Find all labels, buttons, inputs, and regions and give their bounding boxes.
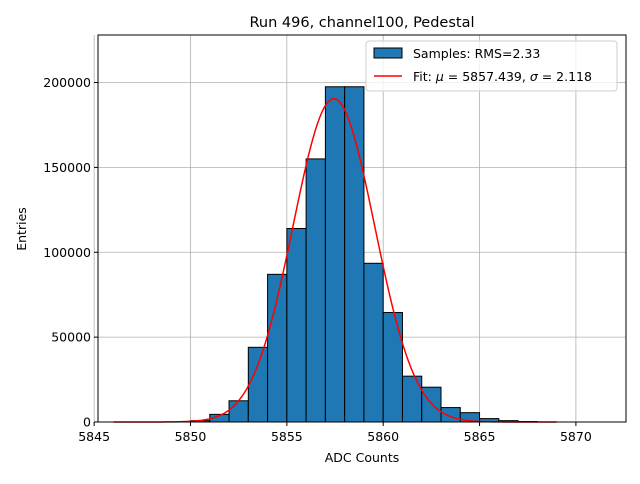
histogram-bar (228, 400, 249, 423)
y-tick-label: 50000 (51, 330, 91, 345)
x-tick-label: 5865 (464, 429, 496, 444)
x-axis-label: ADC Counts (325, 450, 400, 465)
histogram-bar (440, 407, 461, 423)
histogram-bar (247, 346, 269, 423)
x-axis-ticks: 5845 5850 5855 5860 5865 5870 (78, 422, 592, 444)
y-tick-label: 200000 (43, 75, 91, 90)
chart-title: Run 496, channel100, Pedestal (249, 15, 474, 31)
histogram-bar (324, 86, 346, 423)
x-tick-label: 5870 (560, 429, 592, 444)
y-tick-label: 150000 (43, 160, 91, 175)
y-tick-label: 0 (83, 415, 91, 430)
legend-box (365, 40, 618, 92)
y-axis-label: Entries (14, 207, 29, 251)
x-tick-label: 5860 (367, 429, 399, 444)
histogram-bar (286, 228, 307, 423)
legend-label-samples: Samples: RMS=2.33 (413, 46, 540, 61)
histogram-bar (382, 312, 403, 423)
plot-frame (97, 34, 627, 423)
histogram-bars (189, 86, 538, 423)
legend-label-fit: Fit: μ = 5857.439, σ = 2.118 (413, 69, 592, 84)
y-axis-ticks: 0 50000 100000 150000 200000 (43, 75, 98, 430)
legend: Samples: RMS=2.33 Fit: μ = 5857.439, σ =… (365, 40, 618, 92)
histogram-bar (363, 262, 384, 423)
x-tick-label: 5855 (271, 429, 303, 444)
y-tick-label: 100000 (43, 245, 91, 260)
histogram-bar (401, 375, 423, 423)
histogram-bar (305, 158, 326, 423)
x-tick-label: 5845 (78, 429, 110, 444)
histogram-bar (421, 386, 442, 423)
legend-swatch-samples (373, 47, 403, 59)
x-tick-label: 5850 (175, 429, 207, 444)
